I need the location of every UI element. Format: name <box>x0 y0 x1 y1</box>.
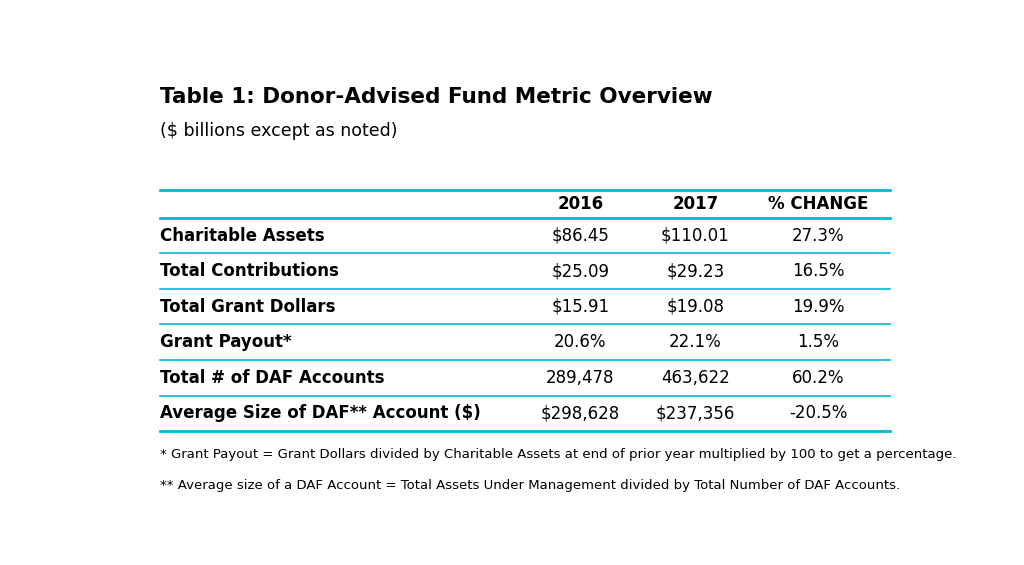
Text: Charitable Assets: Charitable Assets <box>160 227 325 245</box>
Text: -20.5%: -20.5% <box>790 405 848 422</box>
Text: $237,356: $237,356 <box>655 405 735 422</box>
Text: Total Grant Dollars: Total Grant Dollars <box>160 298 335 316</box>
Text: 60.2%: 60.2% <box>793 369 845 387</box>
Text: 2017: 2017 <box>673 195 719 213</box>
Text: 16.5%: 16.5% <box>793 262 845 280</box>
Text: 289,478: 289,478 <box>546 369 614 387</box>
Text: Total Contributions: Total Contributions <box>160 262 339 280</box>
Text: $298,628: $298,628 <box>541 405 620 422</box>
Text: * Grant Payout = Grant Dollars divided by Charitable Assets at end of prior year: * Grant Payout = Grant Dollars divided b… <box>160 449 956 462</box>
Text: Average Size of DAF** Account ($): Average Size of DAF** Account ($) <box>160 405 480 422</box>
Text: Grant Payout*: Grant Payout* <box>160 333 292 351</box>
Text: ** Average size of a DAF Account = Total Assets Under Management divided by Tota: ** Average size of a DAF Account = Total… <box>160 479 900 492</box>
Text: 1.5%: 1.5% <box>798 333 840 351</box>
Text: 27.3%: 27.3% <box>793 227 845 245</box>
Text: $29.23: $29.23 <box>667 262 725 280</box>
Text: 22.1%: 22.1% <box>669 333 722 351</box>
Text: 19.9%: 19.9% <box>793 298 845 316</box>
Text: 20.6%: 20.6% <box>554 333 606 351</box>
Text: Total # of DAF Accounts: Total # of DAF Accounts <box>160 369 384 387</box>
Text: % CHANGE: % CHANGE <box>768 195 868 213</box>
Text: ($ billions except as noted): ($ billions except as noted) <box>160 122 397 140</box>
Text: $86.45: $86.45 <box>551 227 609 245</box>
Text: Table 1: Donor-Advised Fund Metric Overview: Table 1: Donor-Advised Fund Metric Overv… <box>160 88 713 107</box>
Text: $15.91: $15.91 <box>551 298 609 316</box>
Text: 463,622: 463,622 <box>662 369 730 387</box>
Text: $25.09: $25.09 <box>551 262 609 280</box>
Text: 2016: 2016 <box>557 195 603 213</box>
Text: $19.08: $19.08 <box>667 298 724 316</box>
Text: $110.01: $110.01 <box>662 227 730 245</box>
